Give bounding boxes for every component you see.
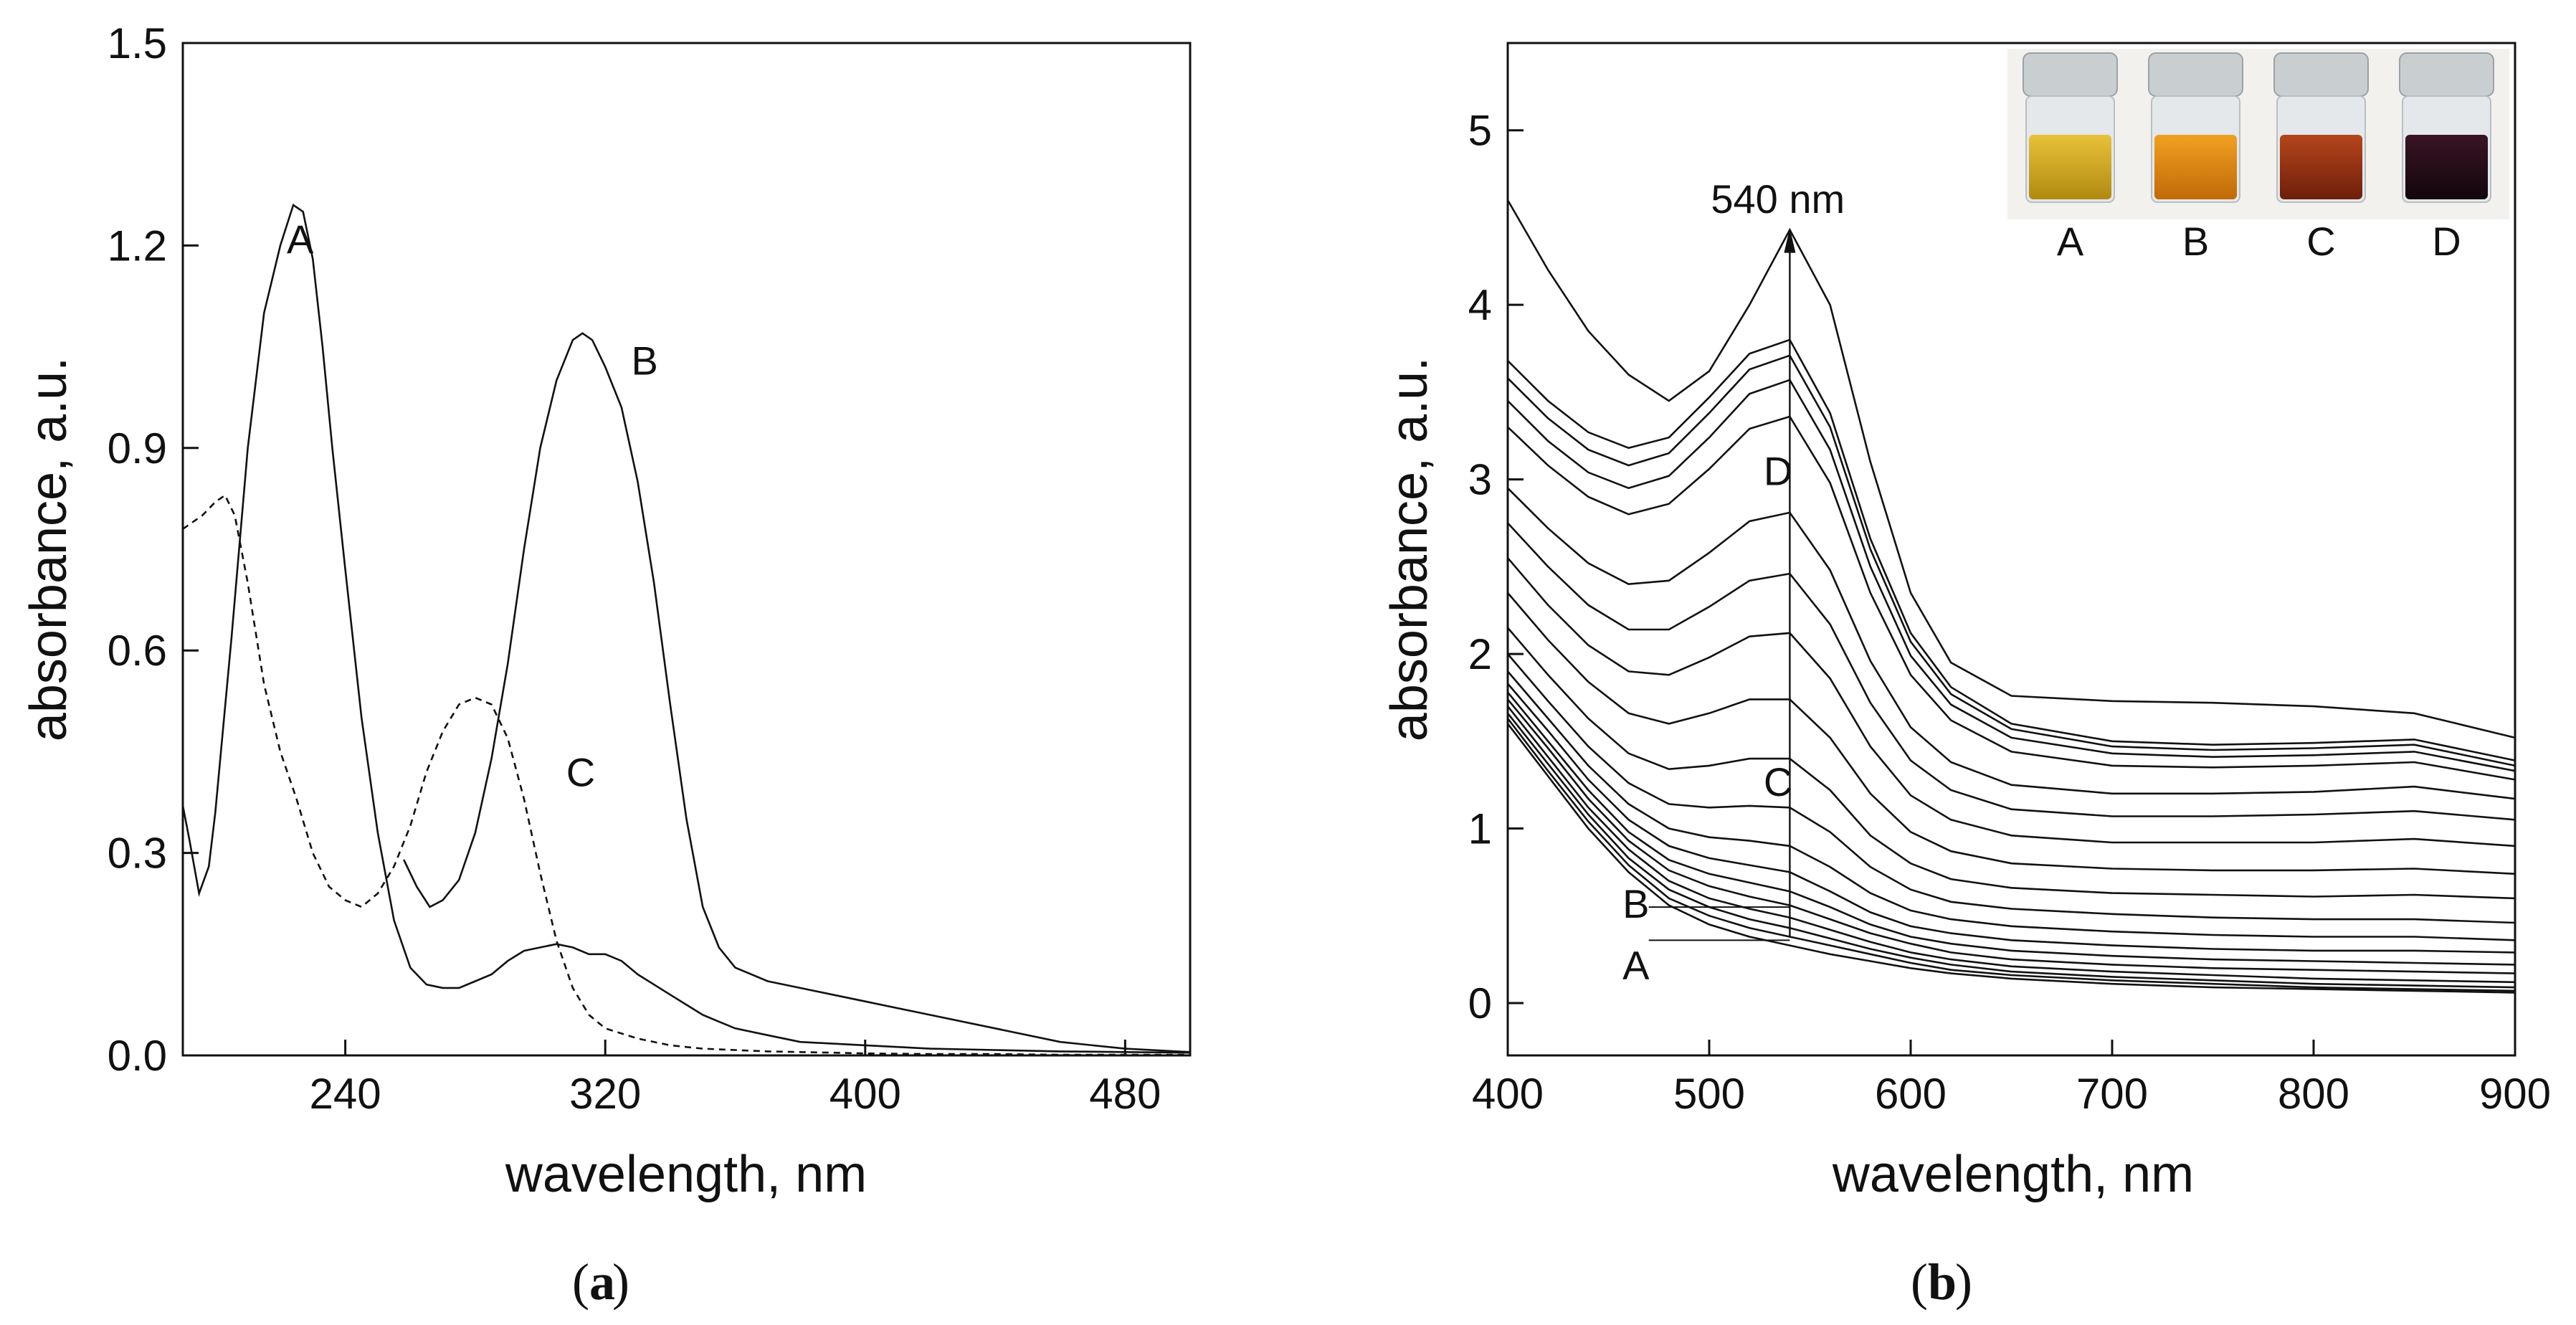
panel-b-spectrum-9 [1507,653,2516,924]
panel-b-spectrum-18 [1507,338,2516,761]
vial-liquid [2029,135,2111,199]
panel-b-x-tick-label: 700 [2076,1070,2148,1118]
panel-a-caption-close-paren: ) [612,1253,629,1311]
peak-arrow-head [1784,228,1796,253]
vial-liquid [2280,135,2362,199]
panel-a-frame [181,42,1192,1057]
panel-b-spectrum-15 [1507,415,2516,781]
panel-b-spectrum-13 [1507,522,2516,821]
panel-a-x-tick-label: 240 [310,1070,381,1118]
panel-b-spectrum-14 [1507,487,2516,800]
panel-a-ticks: 240 320 400 480 0.0 0.3 0.6 0.9 1.2 1.5 [108,19,1161,1118]
panel-b-marker-label-d: D [1764,448,1792,493]
vial-liquid [2154,135,2237,199]
panel-b-caption: ( b ) [1911,1253,1972,1311]
vial-inset: A B C D [2007,49,2509,264]
panel-b-x-tick-label: 900 [2479,1070,2551,1118]
vial-d: D [2399,52,2494,264]
vial-cap [2023,52,2118,97]
panel-a-curve-c [182,493,1190,1056]
vial-label-b: B [2182,219,2209,264]
panel-b-x-tick-label: 500 [1673,1070,1745,1118]
panel-b-x-tick-label: 800 [2278,1070,2349,1118]
panel-b-y-tick-label: 4 [1468,281,1492,329]
panel-b-spectrum-17 [1507,354,2516,767]
panel-a-curve-label-c: C [566,750,595,795]
panel-b-y-tick-label: 5 [1468,107,1492,155]
panel-b-spectrum-8 [1507,670,2516,941]
panel-b-annotations: 540 nm D C BA [1622,176,1845,987]
peak-annotation-label: 540 nm [1711,176,1845,222]
panel-a-curve-a [181,203,1191,1054]
panel-b-ticks: 400 500 600 700 800 900 0 1 2 3 4 5 [1468,107,2551,1118]
panel-b-spectrum-12 [1507,557,2516,847]
vial-c: C [2273,52,2369,264]
panel-b-caption-letter: b [1928,1253,1957,1311]
panel-a-y-tick-label: 0.6 [108,627,167,675]
panel-a-caption-letter: a [589,1253,615,1311]
panel-a-x-tick-label: 320 [569,1070,641,1118]
vial-label-d: D [2432,219,2461,264]
panel-a: 240 320 400 480 0.0 0.3 0.6 0.9 1.2 1.5 A B C wavel… [20,19,1192,1311]
panel-a-y-tick-label: 0.3 [108,830,167,878]
panel-b-spectrum-6 [1506,691,2516,966]
panel-b-y-tick-label: 3 [1468,456,1492,504]
panel-b-marker-label-c: C [1764,759,1792,804]
panel-b-curves [1506,199,2516,994]
panel-a-x-tick-label: 400 [830,1070,901,1118]
panel-b-y-axis-label: absorbance, a.u. [1381,357,1438,741]
panel-a-curve-labels: A B C [287,217,658,795]
panel-a-y-tick-label: 1.5 [108,19,167,67]
panel-a-caption-open-paren: ( [572,1253,589,1311]
panel-b-spectrum-5 [1506,698,2516,974]
panel-b-frame [1506,42,2516,1057]
panel-b-x-axis-label: wavelength, nm [1832,1146,2194,1203]
vial-label-c: C [2306,219,2335,264]
panel-b-y-tick-label: 0 [1468,979,1492,1027]
panel-b-spectrum-2 [1506,718,2516,992]
panel-b-spectrum-10 [1507,627,2516,900]
vial-cap [2399,52,2494,97]
panel-b-spectrum-11 [1507,592,2516,875]
panel-b-x-tick-label: 400 [1472,1070,1544,1118]
panel-b-y-tick-label: 1 [1468,805,1492,853]
panel-a-y-tick-label: 1.2 [108,222,167,270]
panel-b-marker-label-a: A [1622,942,1650,987]
panel-b-spectrum-16 [1507,379,2516,772]
panel-a-caption: ( a ) [572,1253,629,1311]
panel-a-curve-label-b: B [631,338,657,383]
panel-a-curve-b [403,332,1191,1053]
panel-a-y-axis-label: absorbance, a.u. [20,357,77,741]
vial-liquid [2405,135,2488,199]
vial-a: A [2023,52,2118,264]
panel-b-spectrum-3 [1506,712,2516,989]
panel-b-caption-open-paren: ( [1911,1253,1928,1311]
vial-cap [2273,52,2369,97]
vial-cap [2148,52,2243,97]
panel-a-curve-label-a: A [287,217,314,262]
panel-a-y-tick-label: 0.9 [108,424,167,472]
panel-b-caption-close-paren: ) [1955,1253,1972,1311]
panel-b-marker-label-b: B [1622,881,1649,926]
panel-b-x-tick-label: 600 [1875,1070,1947,1118]
panel-b-spectrum-7 [1507,683,2516,954]
panel-b-spectrum-4 [1506,706,2516,984]
panel-b-spectrum-1 [1506,723,2516,994]
panel-a-x-axis-label: wavelength, nm [505,1146,867,1203]
vial-b: B [2148,52,2243,264]
panel-a-y-tick-label: 0.0 [108,1032,167,1080]
panel-a-curves [181,203,1191,1056]
panel-b-y-tick-label: 2 [1468,630,1492,678]
panel-b-spectrum-19 [1506,199,2516,739]
vial-label-a: A [2057,219,2084,264]
panel-a-x-tick-label: 480 [1089,1070,1161,1118]
